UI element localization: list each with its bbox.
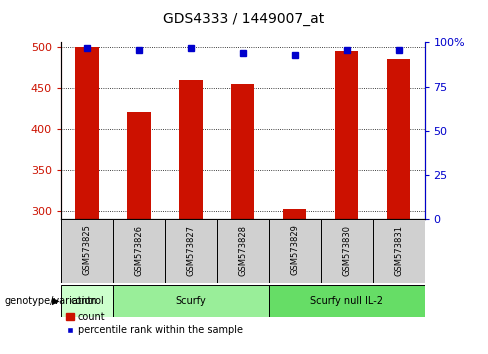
Bar	[269, 219, 321, 283]
Text: GSM573828: GSM573828	[238, 224, 247, 275]
Text: GSM573830: GSM573830	[342, 224, 351, 275]
Text: GDS4333 / 1449007_at: GDS4333 / 1449007_at	[163, 12, 325, 27]
Text: genotype/variation: genotype/variation	[5, 296, 98, 306]
Bar	[127, 113, 151, 219]
Text: GSM573831: GSM573831	[394, 224, 403, 275]
Bar	[217, 219, 269, 283]
Legend: count, percentile rank within the sample: count, percentile rank within the sample	[66, 312, 243, 335]
Text: GSM573826: GSM573826	[134, 224, 143, 275]
Text: Scurfy null IL-2: Scurfy null IL-2	[310, 296, 383, 306]
Bar	[75, 47, 99, 219]
Bar	[283, 209, 306, 219]
Text: ▶: ▶	[52, 296, 60, 306]
Bar	[179, 80, 203, 219]
Bar	[61, 285, 113, 317]
Text: control: control	[70, 296, 104, 306]
Bar	[335, 51, 358, 219]
Bar	[113, 219, 165, 283]
Bar	[231, 84, 254, 219]
Text: GSM573825: GSM573825	[82, 224, 91, 275]
Text: Scurfy: Scurfy	[176, 296, 206, 306]
Bar	[113, 285, 269, 317]
Bar	[321, 219, 373, 283]
Text: GSM573827: GSM573827	[186, 224, 195, 275]
Bar	[165, 219, 217, 283]
Text: GSM573829: GSM573829	[290, 224, 299, 275]
Bar	[269, 285, 425, 317]
Bar	[387, 59, 410, 219]
Bar	[373, 219, 425, 283]
Bar	[61, 219, 113, 283]
